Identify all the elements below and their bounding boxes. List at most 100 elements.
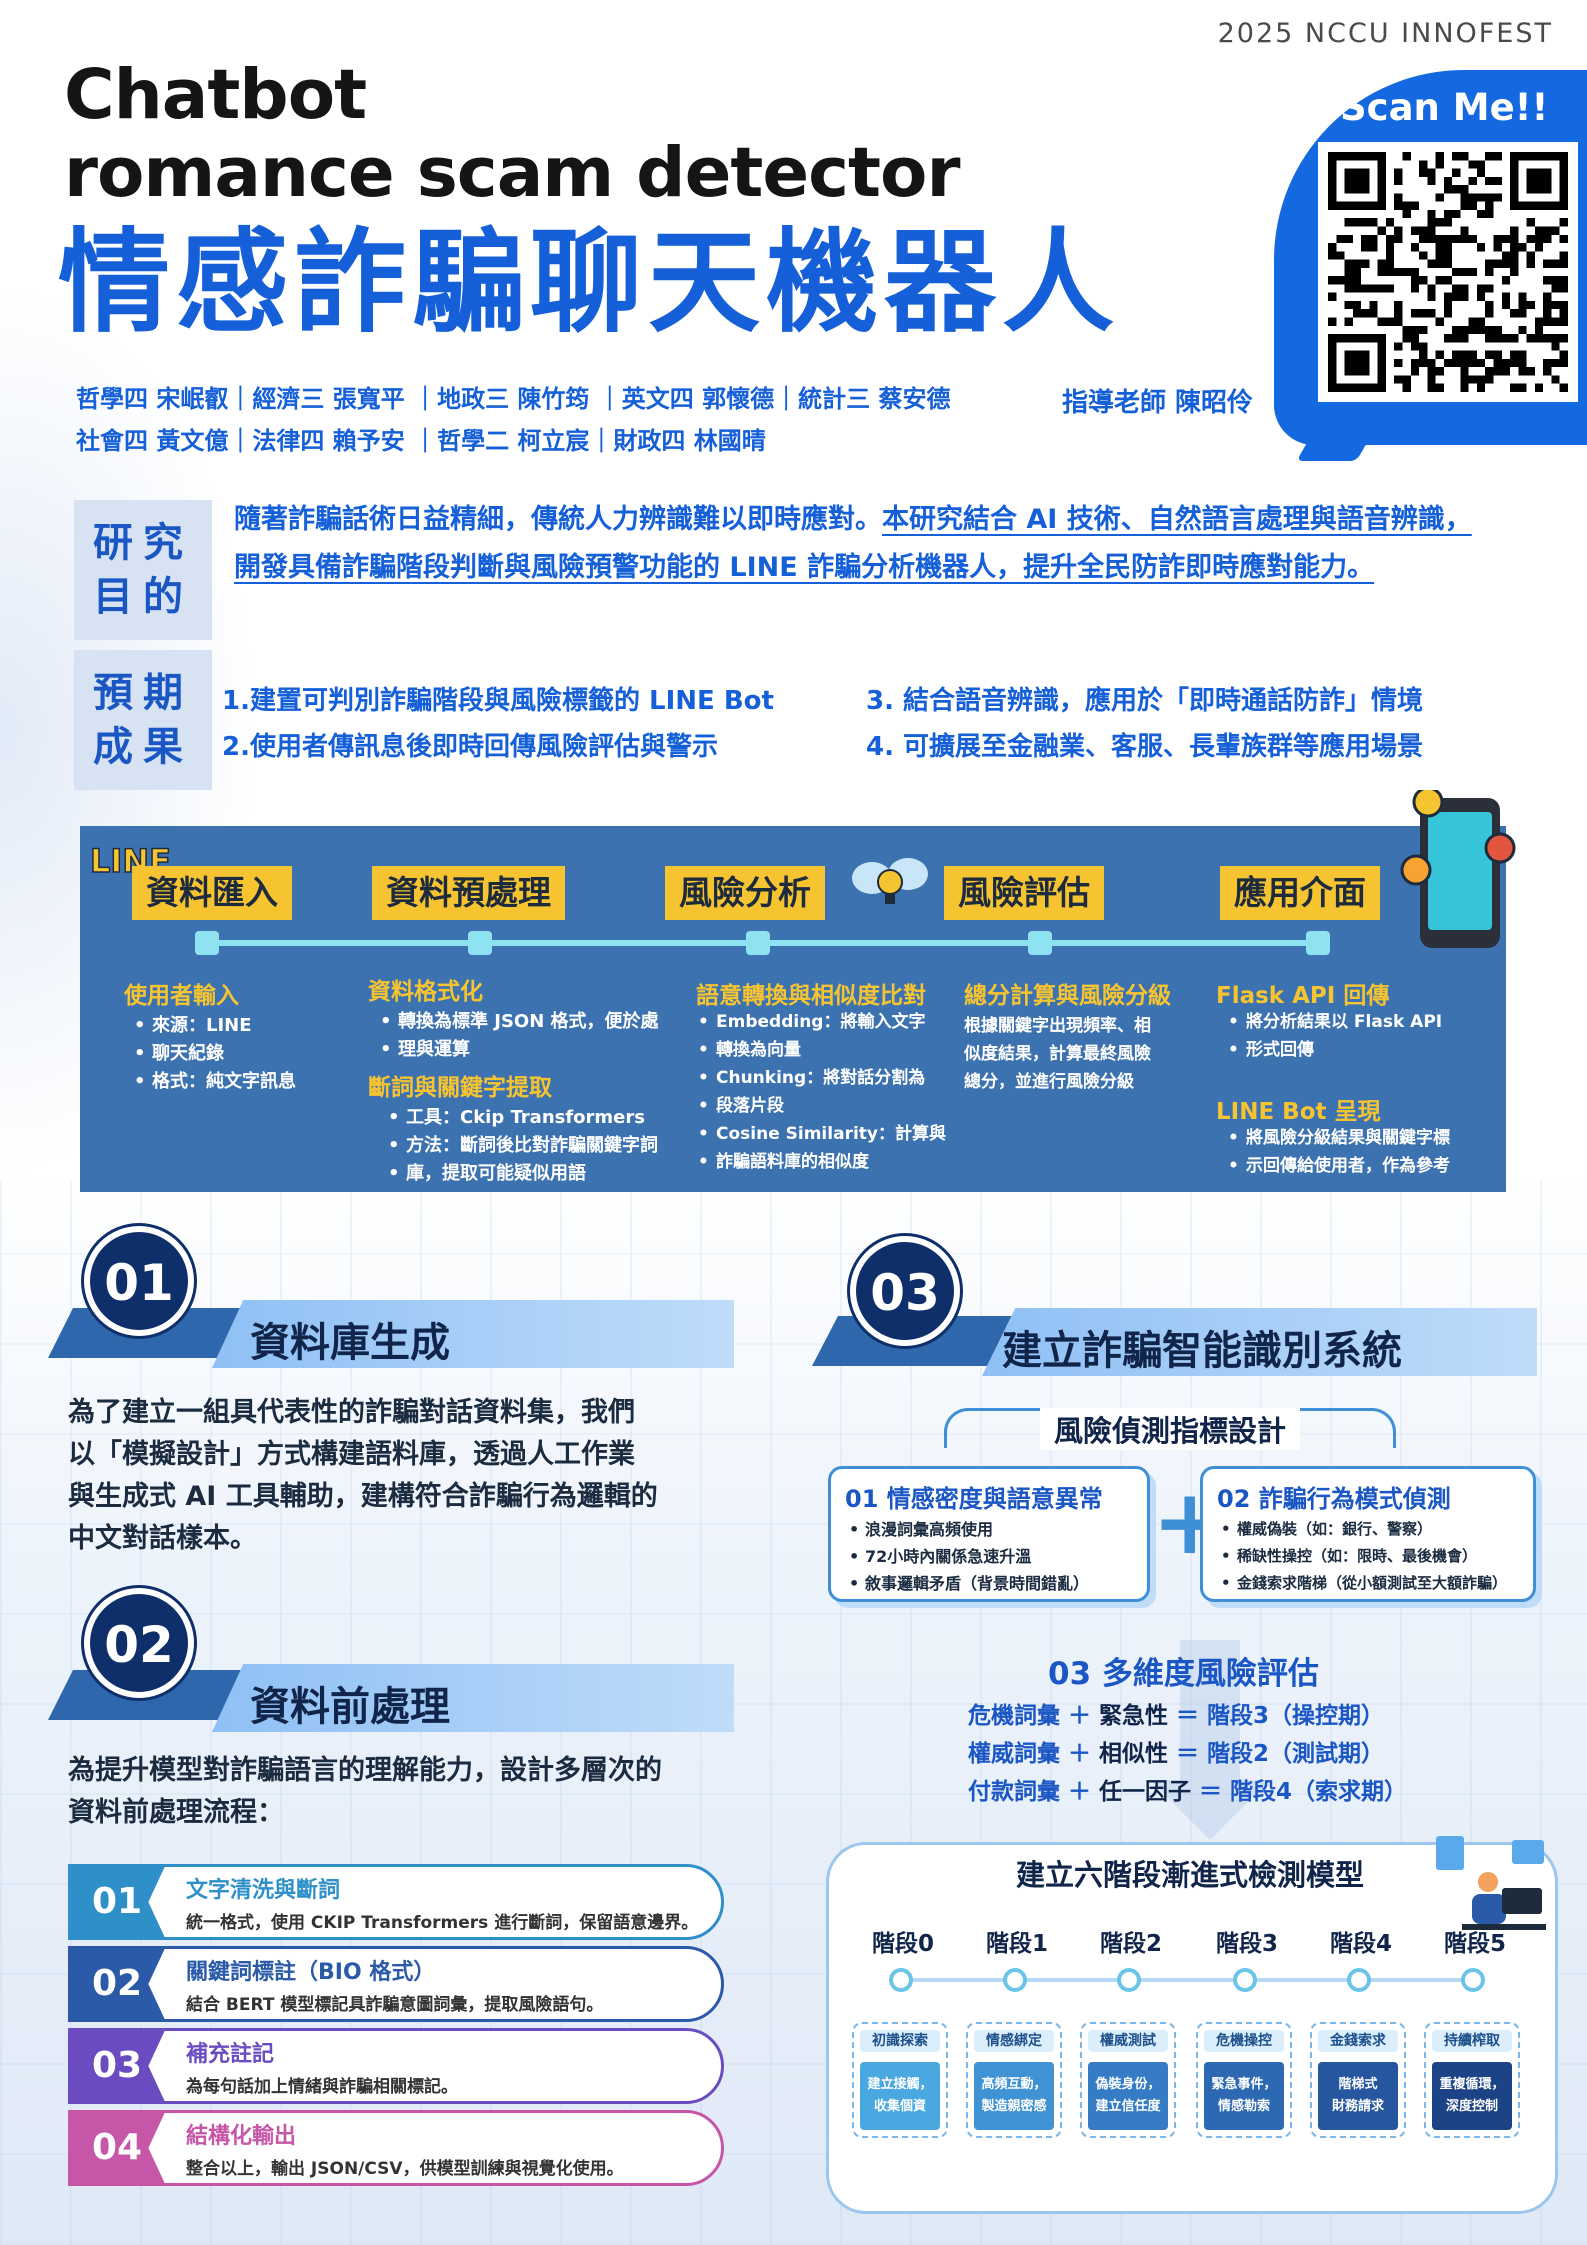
section-01-text: 為了建立一組具代表性的詐騙對話資料集，我們 以「模擬設計」方式構建語料庫，透過人… bbox=[68, 1397, 658, 1554]
preprocess-step-number: 03 bbox=[68, 2028, 166, 2104]
pipeline-node bbox=[195, 931, 219, 955]
col4-text: 根據關鍵字出現頻率、相 似度結果，計算最終風險 總分，並進行風險分級 bbox=[964, 1016, 1151, 1092]
section-02-number: 02 bbox=[84, 1588, 194, 1698]
stage-name: 階段2 bbox=[1100, 1931, 1163, 1957]
stage-name: 階段4 bbox=[1330, 1931, 1393, 1957]
stage-name: 階段5 bbox=[1444, 1931, 1507, 1957]
stage-tag: 權威測試 bbox=[1088, 2030, 1168, 2052]
phone-icon bbox=[1400, 790, 1516, 948]
preprocess-step bbox=[68, 2110, 724, 2186]
expected-item: 3. 結合語音辨識，應用於「即時通話防詐」情境 bbox=[866, 686, 1424, 716]
qr-code-icon bbox=[1328, 152, 1568, 392]
col4-head: 總分計算與風險分級 bbox=[964, 983, 1171, 1009]
stage-dot bbox=[1003, 1968, 1027, 1992]
pipeline-stage-import: 資料匯入 bbox=[132, 866, 292, 920]
stage-card: 權威測試偽裝身份， 建立信任度 bbox=[1080, 2022, 1176, 2138]
col2-head2: 斷詞與關鍵字提取 bbox=[368, 1075, 552, 1101]
stage-card: 金錢索求階梯式 財務請求 bbox=[1310, 2022, 1406, 2138]
stage-name: 階段1 bbox=[986, 1931, 1049, 1957]
stage-tag: 持續榨取 bbox=[1432, 2030, 1512, 2052]
stage-desc: 重複循環， 深度控制 bbox=[1432, 2062, 1512, 2130]
stage-name: 階段3 bbox=[1216, 1931, 1279, 1957]
purpose-label: 研究 目的 bbox=[74, 500, 212, 640]
preprocess-step bbox=[68, 1864, 724, 1940]
multi-dimension-title: 03 多維度風險評估 bbox=[1048, 1656, 1319, 1692]
expected-item: 2.使用者傳訊息後即時回傳風險評估與警示 bbox=[222, 732, 718, 762]
preprocess-step bbox=[68, 1946, 724, 2022]
pipeline-stage-risk-evaluation: 風險評估 bbox=[944, 866, 1104, 920]
col1-head: 使用者輸入 bbox=[124, 983, 239, 1009]
expected-item: 1.建置可判別詐騙階段與風險標籤的 LINE Bot bbox=[222, 686, 774, 716]
stage-dot bbox=[1117, 1968, 1141, 1992]
expected-item: 4. 可擴展至金融業、客服、長輩族群等應用場景 bbox=[866, 732, 1424, 762]
col2-list: 轉換為標準 JSON 格式，便於處 理與運算 bbox=[376, 1008, 659, 1064]
stage-tag: 金錢索求 bbox=[1318, 2030, 1398, 2052]
col5-head2: LINE Bot 呈現 bbox=[1216, 1099, 1381, 1125]
section-02-title: 資料前處理 bbox=[250, 1684, 450, 1730]
stage-card: 初識探索建立接觸， 收集個資 bbox=[852, 2022, 948, 2138]
indicator-title: 風險偵測指標設計 bbox=[1040, 1408, 1301, 1450]
stage-dot bbox=[1461, 1968, 1485, 1992]
pipeline-node bbox=[746, 931, 770, 955]
qr-code[interactable] bbox=[1318, 142, 1578, 402]
lightbulb-icon bbox=[852, 858, 928, 904]
preprocess-step-desc: 為每句話加上情緒與詐騙相關標記。 bbox=[186, 2077, 458, 2097]
team-members: 哲學四 宋岷叡｜經濟三 張寬平 ｜地政三 陳竹筠 ｜英文四 郭懷德｜統計三 蔡安… bbox=[76, 385, 951, 455]
col2-list2: 工具：Ckip Transformers 方法：斷詞後比對詐騙關鍵字詞 庫，提取… bbox=[384, 1104, 658, 1188]
stage-desc: 緊急事件， 情感勒索 bbox=[1204, 2062, 1284, 2130]
stage-card: 持續榨取重複循環， 深度控制 bbox=[1424, 2022, 1520, 2138]
stage-tag: 初識探索 bbox=[860, 2030, 940, 2052]
scan-me-label: Scan Me!! bbox=[1340, 86, 1549, 129]
risk-formula: 付款詞彙 ＋ 任一因子 ＝ 階段4（索求期） bbox=[968, 1779, 1408, 1805]
stage-timeline bbox=[900, 1978, 1480, 1982]
section-02-bar bbox=[212, 1664, 734, 1732]
section-01-number: 01 bbox=[84, 1226, 194, 1336]
stage-desc: 階梯式 財務請求 bbox=[1318, 2062, 1398, 2130]
festival-name: 2025 NCCU INNOFEST bbox=[1217, 18, 1553, 49]
pipeline-stage-preprocess: 資料預處理 bbox=[372, 866, 565, 920]
section-03-number: 03 bbox=[850, 1236, 960, 1346]
stage-dot bbox=[889, 1968, 913, 1992]
stage-dot bbox=[1233, 1968, 1257, 1992]
pipeline-node bbox=[468, 931, 492, 955]
computer-user-icon bbox=[1436, 1836, 1546, 1930]
section-03-title: 建立詐騙智能識別系統 bbox=[1002, 1328, 1402, 1374]
stage-desc: 偽裝身份， 建立信任度 bbox=[1088, 2062, 1168, 2130]
pipeline-node bbox=[1306, 931, 1330, 955]
purpose-text: 隨著詐騙話術日益精細，傳統人力辨識難以即時應對。本研究結合 AI 技術、自然語言… bbox=[234, 504, 1472, 583]
preprocess-step-title: 文字清洗與斷詞 bbox=[186, 1878, 341, 1903]
stage-card: 情感綁定 高頻互動， 製造親密感 bbox=[966, 2022, 1062, 2138]
section-03-bar bbox=[982, 1308, 1537, 1376]
stage-name: 階段0 bbox=[872, 1931, 935, 1957]
col3-list: Embedding：將輸入文字 轉換為向量 Chunking：將對話分割為 段落… bbox=[694, 1008, 946, 1176]
col5-list2: 將風險分級結果與關鍵字標 示回傳給使用者，作為參考 bbox=[1224, 1124, 1450, 1180]
indicator-box-emotion: 01 情感密度與語意異常 浪漫詞彙高頻使用 72小時內關係急速升溫 敘事邏輯矛盾… bbox=[828, 1466, 1150, 1602]
col1-list: 來源：LINE 聊天紀錄 格式：純文字訊息 bbox=[130, 1012, 296, 1096]
english-title: Chatbot romance scam detector bbox=[64, 55, 960, 213]
expected-label: 預期 成果 bbox=[74, 650, 212, 790]
risk-formula: 危機詞彙 ＋ 緊急性 ＝ 階段3（操控期） bbox=[968, 1703, 1385, 1729]
stage-tag: 危機操控 bbox=[1204, 2030, 1284, 2052]
section-01-bar bbox=[212, 1300, 734, 1368]
six-stage-model-title: 建立六階段漸進式檢測模型 bbox=[1016, 1858, 1365, 1892]
stage-tag: 情感綁定 bbox=[974, 2030, 1054, 2052]
preprocess-step-title: 關鍵詞標註（BIO 格式） bbox=[186, 1960, 436, 1985]
col5-list: 將分析結果以 Flask API 形式回傳 bbox=[1224, 1008, 1442, 1064]
preprocess-step-title: 結構化輸出 bbox=[186, 2124, 297, 2149]
preprocess-step bbox=[68, 2028, 724, 2104]
pipeline-stage-interface: 應用介面 bbox=[1220, 866, 1380, 920]
preprocess-step-desc: 結合 BERT 模型標記具詐騙意圖詞彙，提取風險語句。 bbox=[186, 1995, 604, 2015]
col3-head: 語意轉換與相似度比對 bbox=[696, 983, 926, 1009]
col5-head: Flask API 回傳 bbox=[1216, 983, 1390, 1009]
stage-dot bbox=[1347, 1968, 1371, 1992]
stage-desc: 建立接觸， 收集個資 bbox=[860, 2062, 940, 2130]
pipeline-stage-risk-analysis: 風險分析 bbox=[665, 866, 825, 920]
section-01-title: 資料庫生成 bbox=[250, 1320, 450, 1366]
preprocess-step-desc: 整合以上，輸出 JSON/CSV，供模型訓練與視覺化使用。 bbox=[186, 2159, 624, 2179]
section-02-text: 為提升模型對詐騙語言的理解能力，設計多層次的 資料前處理流程： bbox=[68, 1755, 662, 1828]
indicator-box-behavior: 02 詐騙行為模式偵測 權威偽裝（如：銀行、警察） 稀缺性操控（如：限時、最後機… bbox=[1200, 1466, 1536, 1602]
preprocess-step-title: 補充註記 bbox=[186, 2042, 275, 2067]
col2-head: 資料格式化 bbox=[368, 979, 483, 1005]
preprocess-step-desc: 統一格式，使用 CKIP Transformers 進行斷詞，保留語意邊界。 bbox=[186, 1913, 699, 1933]
advisor: 指導老師 陳昭伶 bbox=[1062, 388, 1254, 418]
